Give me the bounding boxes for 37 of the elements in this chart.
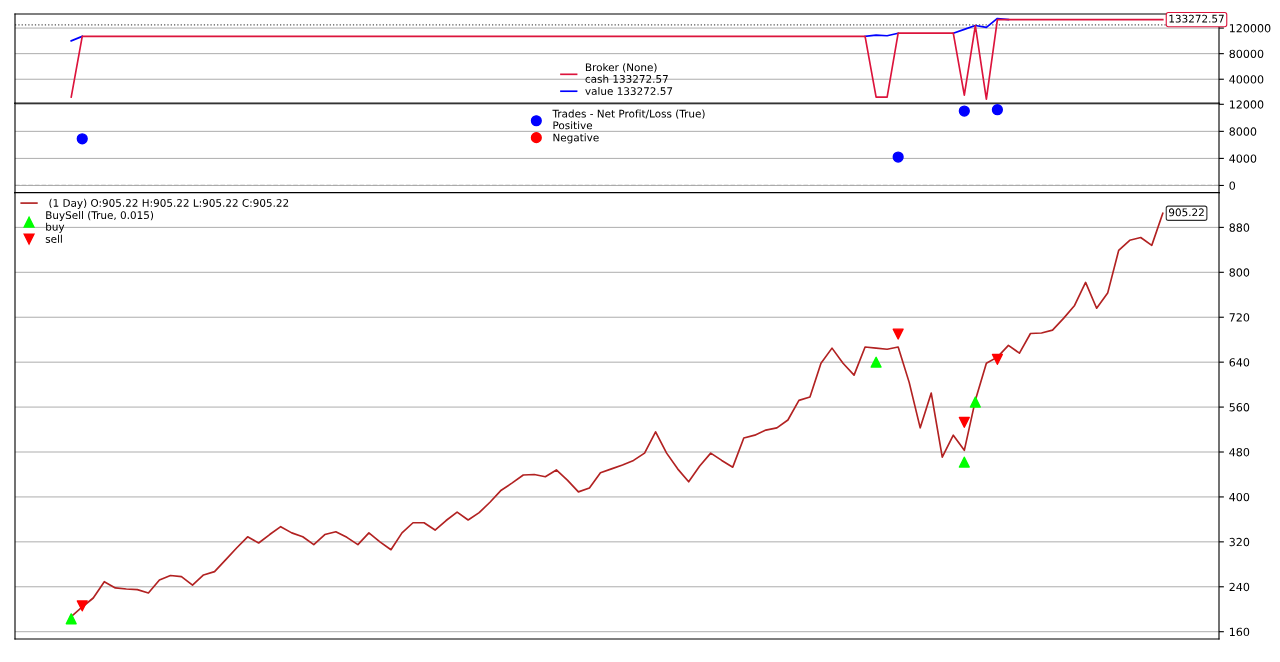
legend-label: value 133272.57	[585, 86, 673, 96]
point	[969, 396, 981, 408]
y-tick-label: 40000	[1229, 75, 1264, 84]
point	[958, 416, 970, 428]
y-tick-label: 320	[1229, 537, 1250, 547]
point	[991, 104, 1003, 116]
point	[892, 151, 904, 163]
legend-label: Negative	[553, 133, 599, 144]
text: 905.22	[1169, 208, 1204, 217]
point	[76, 600, 88, 612]
text: 133272.57	[1169, 14, 1224, 23]
point	[958, 105, 970, 117]
y-tick-label: 800	[1229, 268, 1250, 277]
y-tick-label: 240	[1229, 582, 1250, 592]
y-tick-label: 0	[1229, 181, 1236, 190]
y-tick-label: 8000	[1229, 127, 1257, 136]
y-tick-label: 120000	[1229, 24, 1271, 33]
y-tick-label: 160	[1229, 627, 1250, 637]
point	[991, 353, 1003, 365]
y-tick-label: 80000	[1229, 49, 1264, 59]
y-tick-label: 400	[1229, 492, 1250, 502]
y-tick-label: 720	[1229, 313, 1250, 322]
y-tick-label: 4000	[1229, 154, 1257, 163]
y-tick-label: 12000	[1229, 100, 1264, 109]
legend-label: sell	[45, 234, 62, 243]
point	[65, 613, 77, 625]
point	[870, 356, 882, 368]
legend-label: Trades - Net Profit/Loss (True) Positive	[552, 109, 705, 130]
point	[958, 456, 970, 468]
line-series	[70, 18, 1164, 100]
point	[76, 133, 88, 145]
y-tick-label: 880	[1229, 223, 1250, 232]
y-tick-label: 560	[1229, 403, 1250, 412]
y-tick-label: 640	[1229, 358, 1250, 367]
legend-label: (1 Day) O:905.22 H:905.22 L:905.22 C:905.22	[49, 198, 289, 209]
point	[892, 328, 904, 340]
y-tick-label: 480	[1229, 447, 1250, 457]
